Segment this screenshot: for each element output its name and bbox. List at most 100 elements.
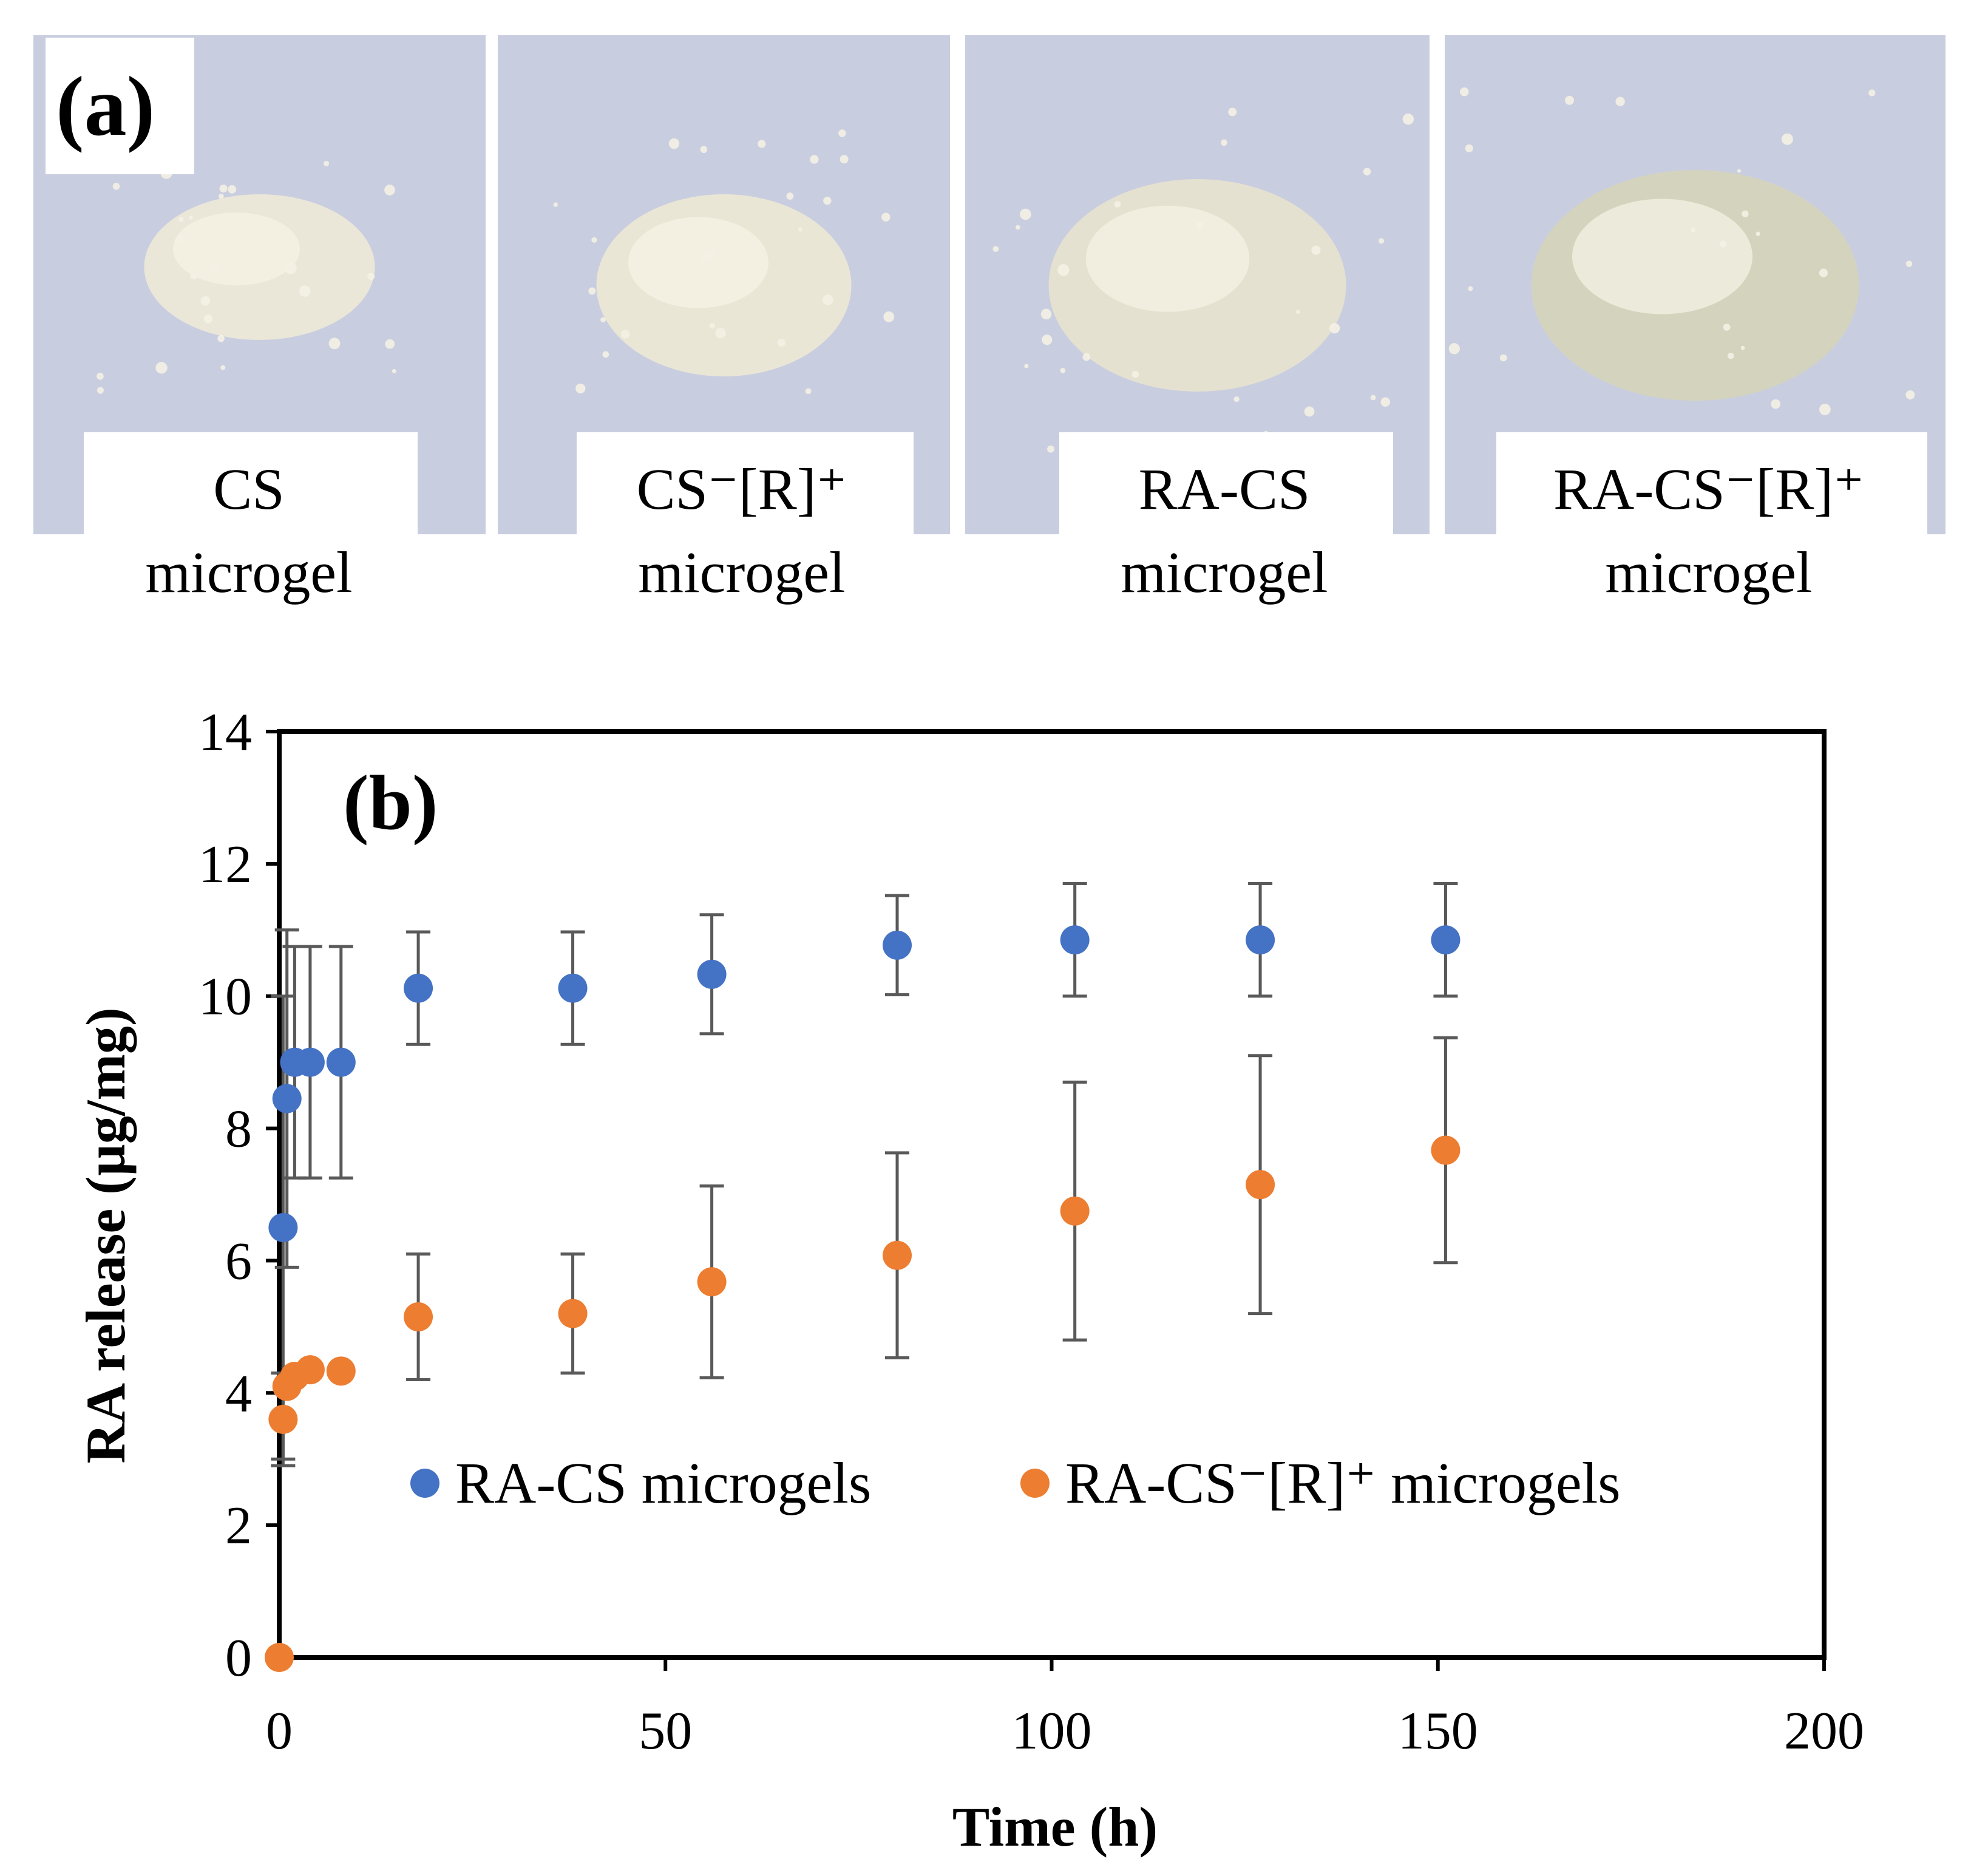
powder-granule bbox=[1057, 264, 1070, 276]
powder-granule bbox=[1468, 286, 1473, 291]
legend-label: RA-CS⁻[R]⁺ microgels bbox=[1065, 1450, 1621, 1515]
data-point bbox=[1431, 1135, 1460, 1165]
photo-panel: CS microgel CS⁻[R]⁺ microgel RA-CS microgel RA… bbox=[33, 35, 1946, 619]
powder-granule bbox=[190, 272, 197, 280]
powder-granule bbox=[1311, 245, 1321, 255]
powder-granule bbox=[992, 246, 999, 252]
powder-granule bbox=[1615, 97, 1625, 106]
data-point bbox=[404, 973, 433, 1003]
powder-granule bbox=[1565, 95, 1574, 105]
sample-label-box bbox=[1496, 432, 1927, 619]
powder-granule bbox=[810, 155, 819, 164]
powder-granule bbox=[209, 262, 219, 272]
powder-granule bbox=[1228, 107, 1237, 117]
powder-granule bbox=[668, 138, 680, 149]
data-point bbox=[326, 1356, 356, 1386]
powder-granule bbox=[602, 351, 609, 358]
sample-name: CS bbox=[213, 457, 284, 522]
powder-granule bbox=[838, 129, 846, 137]
powder-granule bbox=[1402, 113, 1414, 125]
powder-granule bbox=[1868, 89, 1876, 97]
powder-granule bbox=[1742, 210, 1749, 217]
powder-granule bbox=[822, 294, 833, 305]
powder-granule bbox=[823, 197, 832, 205]
data-point bbox=[404, 1302, 433, 1332]
powder-granule bbox=[1221, 139, 1227, 146]
powder-granule bbox=[700, 146, 708, 154]
powder-granule bbox=[1819, 268, 1828, 277]
y-tick-label: 14 bbox=[198, 703, 252, 762]
powder-granule bbox=[1771, 399, 1781, 409]
powder-granule bbox=[1380, 397, 1391, 407]
powder-granule bbox=[575, 383, 586, 393]
powder-highlight bbox=[173, 212, 300, 285]
y-tick-label: 10 bbox=[198, 968, 252, 1027]
panel-a-label: (a) bbox=[56, 59, 155, 154]
powder-granule bbox=[1905, 260, 1913, 267]
sample-sublabel: microgel bbox=[145, 540, 352, 605]
y-tick-label: 4 bbox=[225, 1364, 252, 1423]
data-point bbox=[295, 1355, 325, 1385]
y-tick-label: 2 bbox=[225, 1497, 252, 1555]
y-tick-label: 12 bbox=[198, 835, 252, 894]
powder-granule bbox=[736, 271, 741, 276]
powder-granule bbox=[1723, 324, 1731, 331]
powder-granule bbox=[758, 140, 766, 148]
powder-granule bbox=[384, 185, 395, 195]
powder-granule bbox=[1082, 353, 1091, 361]
x-tick-label: 100 bbox=[1012, 1702, 1092, 1761]
powder-granule bbox=[1060, 367, 1066, 373]
sample-name: RA-CS⁻[R]⁺ bbox=[1553, 457, 1864, 522]
powder-granule bbox=[97, 387, 104, 394]
powder-granule bbox=[840, 155, 849, 164]
powder-granule bbox=[1465, 144, 1473, 152]
powder-granule bbox=[1448, 343, 1460, 355]
powder-granule bbox=[1304, 406, 1315, 417]
powder-highlight bbox=[628, 217, 768, 308]
y-tick-label: 6 bbox=[225, 1232, 252, 1291]
legend: RA-CS microgels RA-CS⁻[R]⁺ microgels bbox=[410, 1450, 1621, 1515]
panel-a-label-box bbox=[46, 38, 194, 174]
sample-label-box bbox=[1059, 432, 1393, 619]
powder-granule bbox=[1379, 238, 1385, 244]
sample-name: RA-CS bbox=[1139, 457, 1311, 522]
powder-granule bbox=[1131, 370, 1139, 378]
powder-granule bbox=[798, 227, 802, 232]
x-axis-label: Time (h) bbox=[952, 1796, 1158, 1858]
powder-granule bbox=[385, 339, 395, 349]
powder-granule bbox=[553, 202, 558, 207]
data-point bbox=[697, 1267, 727, 1297]
data-point bbox=[1246, 1170, 1275, 1200]
data-point bbox=[558, 1299, 588, 1328]
powder-granule bbox=[1781, 133, 1793, 145]
powder-granule bbox=[710, 248, 717, 255]
data-point bbox=[697, 959, 727, 989]
powder-granule bbox=[219, 185, 228, 192]
powder-granule bbox=[1737, 169, 1742, 173]
powder-granule bbox=[1047, 445, 1054, 453]
x-tick-label: 0 bbox=[266, 1702, 293, 1761]
powder-granule bbox=[1196, 222, 1204, 229]
powder-granule bbox=[1040, 308, 1052, 320]
plot-area-frame bbox=[277, 729, 1827, 1660]
powder-granule bbox=[805, 388, 812, 395]
powder-granule bbox=[323, 160, 330, 166]
powder-granule bbox=[97, 372, 104, 380]
powder-granule bbox=[189, 216, 193, 220]
powder-granule bbox=[591, 237, 597, 243]
powder-granule bbox=[220, 365, 226, 370]
powder-granule bbox=[299, 285, 311, 297]
powder-granule bbox=[1819, 404, 1831, 415]
powder-granule bbox=[1690, 227, 1696, 233]
powder-granule bbox=[1020, 208, 1031, 220]
powder-granule bbox=[1719, 240, 1727, 248]
powder-granule bbox=[1499, 354, 1507, 362]
data-point bbox=[1060, 1196, 1090, 1226]
data-point bbox=[1431, 925, 1460, 955]
powder-granule bbox=[219, 194, 224, 199]
powder-granule bbox=[178, 236, 186, 243]
y-axis-label: RA release (µg/mg) bbox=[75, 1007, 137, 1463]
sample-label-box bbox=[577, 432, 914, 619]
powder-granule bbox=[1233, 396, 1240, 403]
legend-marker bbox=[1020, 1469, 1050, 1498]
